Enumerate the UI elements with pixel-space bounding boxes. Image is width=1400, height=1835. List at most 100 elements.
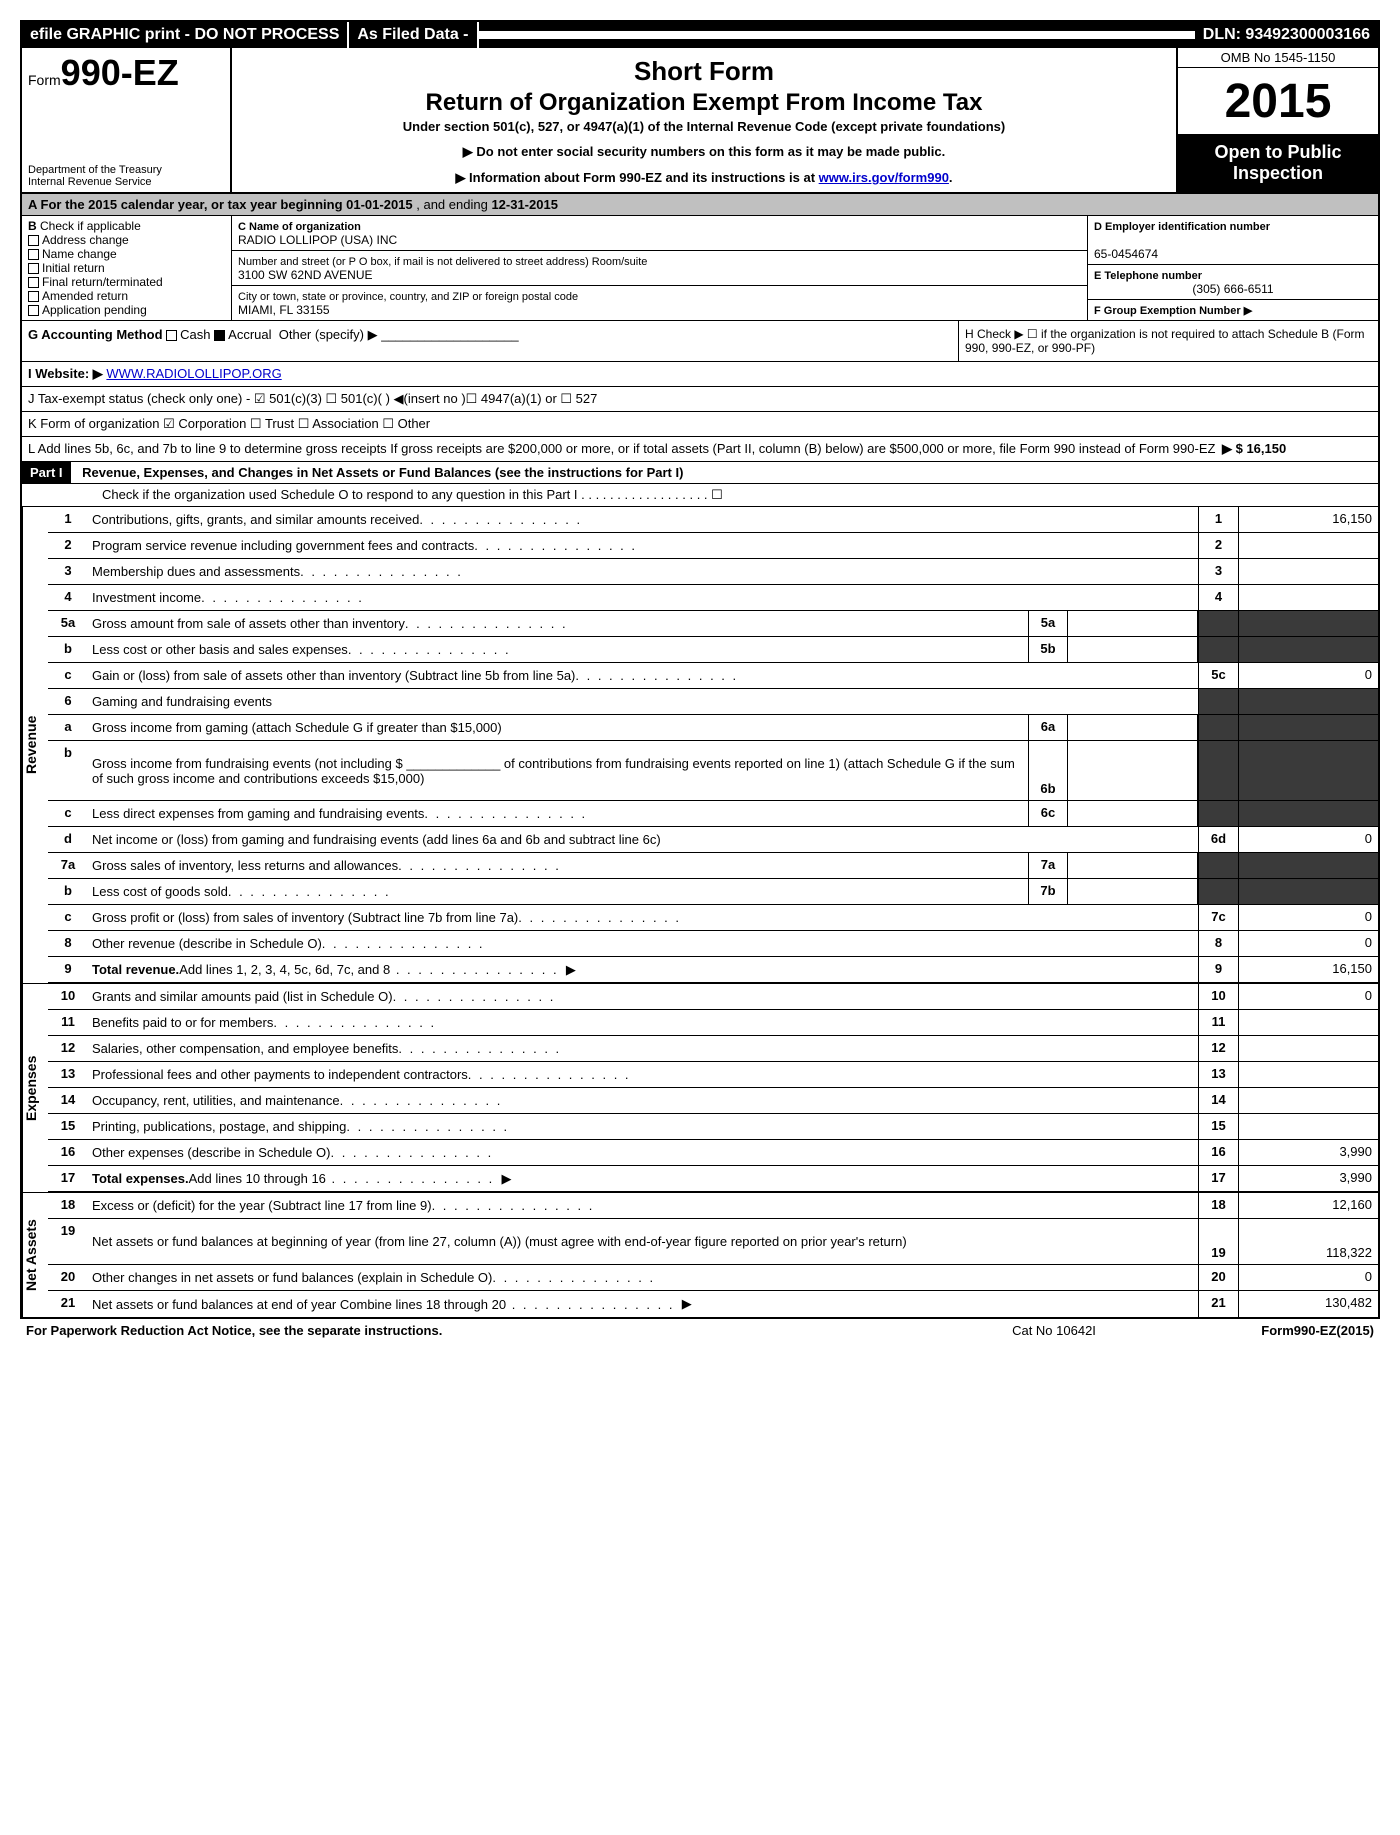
l11-desc: Benefits paid to or for members [88, 1010, 1198, 1035]
l13-en: 13 [1198, 1062, 1238, 1087]
row-i: I Website: ▶ WWW.RADIOLOLLIPOP.ORG [22, 362, 1378, 387]
top-bar: efile GRAPHIC print - DO NOT PROCESS As … [22, 22, 1378, 48]
g-accrual: Accrual [228, 327, 271, 342]
l12-en: 12 [1198, 1036, 1238, 1061]
top-asfiled: As Filed Data - [349, 22, 478, 48]
l12-num: 12 [48, 1036, 88, 1061]
dept-irs: Internal Revenue Service [28, 176, 224, 188]
checkbox-final-return[interactable] [28, 277, 39, 288]
open-to-public: Open to Public Inspection [1178, 134, 1378, 192]
l8-en: 8 [1198, 931, 1238, 956]
arrow-line-1: ▶ Do not enter social security numbers o… [238, 144, 1170, 160]
l4-num: 4 [48, 585, 88, 610]
l6d-desc: Net income or (loss) from gaming and fun… [88, 827, 1198, 852]
checkbox-cash[interactable] [166, 330, 177, 341]
l10-num: 10 [48, 984, 88, 1009]
checkbox-address-change[interactable] [28, 235, 39, 246]
l3-num: 3 [48, 559, 88, 584]
l5a-shade2 [1238, 611, 1378, 636]
checkbox-application-pending[interactable] [28, 305, 39, 316]
l5a-desc: Gross amount from sale of assets other t… [88, 611, 1028, 636]
l9-num: 9 [48, 957, 88, 982]
line-6c: c Less direct expenses from gaming and f… [48, 801, 1378, 827]
c-street-label: Number and street (or P O box, if mail i… [238, 256, 647, 268]
l1-desc: Contributions, gifts, grants, and simila… [88, 507, 1198, 532]
l21-num: 21 [48, 1291, 88, 1317]
website-link[interactable]: WWW.RADIOLOLLIPOP.ORG [106, 366, 281, 381]
part1-label: Part I [22, 462, 71, 483]
l9-arrow: ▶ [566, 962, 576, 978]
l9-ev: 16,150 [1238, 957, 1378, 982]
l19-desc: Net assets or fund balances at beginning… [88, 1219, 1198, 1264]
checkbox-initial-return[interactable] [28, 263, 39, 274]
open-line2: Inspection [1182, 163, 1374, 184]
l7b-sl: 7b [1028, 879, 1068, 904]
l21-desc: Net assets or fund balances at end of ye… [92, 1297, 674, 1312]
b-check-label: Check if applicable [40, 219, 141, 233]
b-label: B [28, 219, 37, 233]
l15-desc: Printing, publications, postage, and shi… [88, 1114, 1198, 1139]
b-item-3: Final return/terminated [42, 275, 163, 289]
b-item-1: Name change [42, 247, 117, 261]
line-6b: b Gross income from fundraising events (… [48, 741, 1378, 801]
l17-en: 17 [1198, 1166, 1238, 1191]
l7c-en: 7c [1198, 905, 1238, 930]
l7a-shade1 [1198, 853, 1238, 878]
l9-desc2: Add lines 1, 2, 3, 4, 5c, 6d, 7c, and 8 [179, 962, 558, 977]
d-val: 65-0454674 [1094, 247, 1158, 261]
checkbox-amended-return[interactable] [28, 291, 39, 302]
form-prefix: Form [28, 72, 61, 88]
col-c: C Name of organization RADIO LOLLIPOP (U… [232, 216, 1088, 320]
header-left: Form990-EZ Department of the Treasury In… [22, 48, 232, 192]
b-item-5: Application pending [42, 303, 147, 317]
l7b-shade1 [1198, 879, 1238, 904]
footer-right: Form990-EZ(2015) [1154, 1323, 1374, 1338]
e-label: E Telephone number [1094, 270, 1202, 282]
l20-num: 20 [48, 1265, 88, 1290]
l6d-ev: 0 [1238, 827, 1378, 852]
line-4: 4 Investment income 4 [48, 585, 1378, 611]
line-7a: 7a Gross sales of inventory, less return… [48, 853, 1378, 879]
l4-ev [1238, 585, 1378, 610]
line-6d: d Net income or (loss) from gaming and f… [48, 827, 1378, 853]
l6b-num: b [48, 741, 88, 800]
b-item-4: Amended return [42, 289, 128, 303]
line-20: 20 Other changes in net assets or fund b… [48, 1265, 1378, 1291]
l5b-num: b [48, 637, 88, 662]
footer: For Paperwork Reduction Act Notice, see … [20, 1319, 1380, 1342]
c-street-val: 3100 SW 62ND AVENUE [238, 268, 373, 282]
c-name-block: C Name of organization RADIO LOLLIPOP (U… [232, 216, 1087, 251]
line-5c: c Gain or (loss) from sale of assets oth… [48, 663, 1378, 689]
l6a-shade2 [1238, 715, 1378, 740]
checkbox-accrual[interactable] [214, 330, 225, 341]
line-5b: b Less cost or other basis and sales exp… [48, 637, 1378, 663]
l14-ev [1238, 1088, 1378, 1113]
l16-desc: Other expenses (describe in Schedule O) [88, 1140, 1198, 1165]
line-19: 19 Net assets or fund balances at beginn… [48, 1219, 1378, 1265]
row-j: J Tax-exempt status (check only one) - ☑… [22, 387, 1378, 412]
checkbox-name-change[interactable] [28, 249, 39, 260]
l6c-sv [1068, 801, 1198, 826]
irs-link[interactable]: www.irs.gov/form990 [819, 170, 949, 185]
row-a-end: 12-31-2015 [491, 197, 558, 212]
l9-desc: Total revenue. [92, 962, 179, 977]
l7c-num: c [48, 905, 88, 930]
l19-ev: 118,322 [1238, 1219, 1378, 1264]
l6a-sv [1068, 715, 1198, 740]
l15-ev [1238, 1114, 1378, 1139]
l17-ev: 3,990 [1238, 1166, 1378, 1191]
row-a: A For the 2015 calendar year, or tax yea… [22, 194, 1378, 216]
l17-desc-wrap: Total expenses. Add lines 10 through 16 … [88, 1166, 1198, 1191]
d-label: D Employer identification number [1094, 221, 1270, 233]
footer-right-year: (2015) [1336, 1323, 1374, 1338]
header-right: OMB No 1545-1150 2015 Open to Public Ins… [1178, 48, 1378, 192]
line-11: 11 Benefits paid to or for members 11 [48, 1010, 1378, 1036]
l1-ev: 16,150 [1238, 507, 1378, 532]
l16-num: 16 [48, 1140, 88, 1165]
line-6a: a Gross income from gaming (attach Sched… [48, 715, 1378, 741]
line-14: 14 Occupancy, rent, utilities, and maint… [48, 1088, 1378, 1114]
l5b-shade2 [1238, 637, 1378, 662]
arrow2-pre: ▶ Information about Form 990-EZ and its … [455, 170, 818, 185]
row-l: L Add lines 5b, 6c, and 7b to line 9 to … [22, 437, 1378, 462]
l-amount: ▶ $ 16,150 [1222, 441, 1372, 457]
